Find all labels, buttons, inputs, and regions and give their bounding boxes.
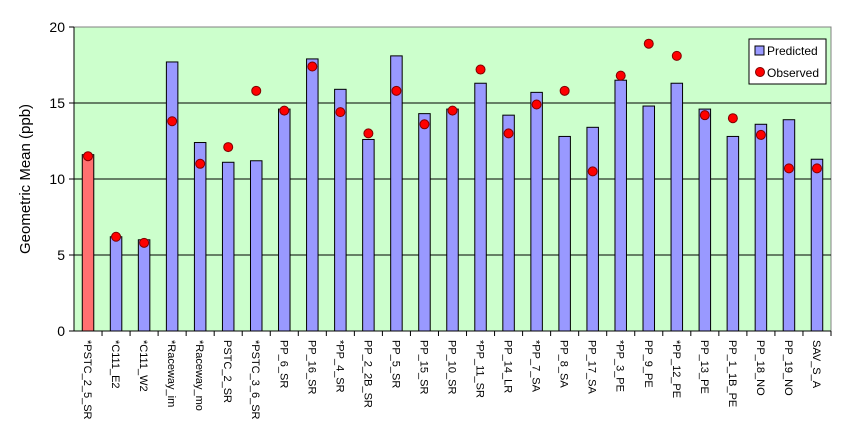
- y-tick-label: 5: [57, 247, 65, 263]
- bar-predicted-26: [810, 158, 824, 332]
- marker-layer: [83, 38, 822, 248]
- bar-predicted-4: [193, 142, 207, 332]
- bar-predicted-15: [502, 114, 515, 332]
- x-category-label: PP_5_SR: [389, 340, 401, 388]
- x-category-label: PP_10_SR: [446, 340, 458, 394]
- marker-observed-12: [419, 119, 430, 130]
- bar-predicted-23: [726, 135, 740, 332]
- x-category-label: PP_19_NO: [782, 340, 794, 396]
- legend: Predicted Observed: [748, 38, 827, 85]
- bar-predicted-5: [221, 161, 235, 332]
- x-category-label: PP_2_2B_SR: [361, 340, 373, 408]
- bar-predicted-14: [474, 82, 487, 332]
- y-tick-label: 15: [49, 95, 65, 111]
- x-category-label: PP_9_PE: [642, 340, 654, 388]
- marker-observed-19: [615, 70, 626, 81]
- x-category-label: *PP_4_SR: [333, 340, 345, 393]
- marker-observed-17: [559, 85, 570, 96]
- x-category-label: PP_13_PE: [698, 340, 710, 394]
- legend-label-observed: Observed: [767, 66, 819, 80]
- marker-observed-5: [223, 142, 234, 153]
- bar-predicted-13: [446, 108, 459, 332]
- x-category-label: PP_6_SR: [277, 340, 289, 388]
- marker-observed-13: [447, 105, 458, 116]
- legend-marker-observed: [755, 67, 765, 77]
- marker-observed-7: [279, 105, 290, 116]
- bar-predicted-8: [306, 58, 319, 332]
- x-category-label: *PP_12_PE: [670, 340, 682, 398]
- y-tick-label: 0: [57, 323, 65, 339]
- marker-observed-22: [699, 110, 710, 121]
- x-category-label: *Raceway_mo: [193, 340, 205, 411]
- y-axis-title: Geometric Mean (ppb): [17, 104, 34, 254]
- y-tick-label: 20: [49, 19, 65, 35]
- legend-swatch-predicted: [754, 45, 765, 56]
- bar-predicted-12: [418, 113, 431, 332]
- bar-predicted-1: [109, 236, 123, 332]
- bar-predicted-17: [558, 135, 571, 332]
- marker-observed-21: [671, 50, 682, 61]
- marker-observed-9: [335, 107, 346, 118]
- x-category-label: PP_14_LR: [502, 340, 514, 393]
- marker-observed-16: [531, 99, 542, 110]
- bar-predicted-3: [165, 61, 179, 332]
- x-category-label: PSTC_2_SR: [221, 340, 233, 403]
- x-category-label: *PSTC_3_6_SR: [249, 340, 261, 420]
- bar-predicted-7: [278, 108, 291, 332]
- marker-observed-6: [251, 85, 262, 96]
- marker-observed-8: [307, 61, 318, 72]
- bar-predicted-19: [614, 79, 627, 332]
- y-tick-label: 10: [49, 171, 65, 187]
- marker-observed-0: [83, 151, 94, 162]
- bar-predicted-25: [782, 119, 796, 332]
- x-category-label: PP_17_SA: [586, 340, 598, 394]
- marker-observed-2: [139, 237, 150, 248]
- bar-predicted-10: [362, 138, 375, 332]
- bar-predicted-20: [642, 105, 656, 332]
- marker-observed-25: [783, 163, 794, 174]
- axis-layer: 0 5 10 15 20 *PSTC_2_5_SR *C111_E2 *C111_W2 *Rac…: [49, 19, 832, 420]
- x-category-label: *PP_11_SR: [474, 340, 486, 398]
- marker-observed-10: [363, 128, 374, 139]
- marker-observed-4: [195, 158, 206, 169]
- marker-observed-23: [727, 113, 738, 124]
- bar-predicted-21: [670, 82, 684, 332]
- bar-predicted-16: [530, 91, 543, 332]
- x-category-label: SAV_S_A: [810, 340, 822, 389]
- bar-predicted-18: [586, 126, 599, 332]
- marker-observed-1: [111, 231, 122, 242]
- bar-predicted-2: [137, 239, 151, 332]
- bar-predicted-11: [390, 55, 403, 332]
- marker-observed-14: [475, 64, 486, 75]
- marker-observed-15: [503, 128, 514, 139]
- x-category-label: *C111_W2: [137, 340, 149, 392]
- bar-predicted-22: [698, 108, 712, 332]
- marker-observed-20: [643, 38, 654, 49]
- x-category-label: PP_18_NO: [754, 340, 766, 396]
- x-category-label: PP_8_SA: [558, 340, 570, 388]
- x-category-label: *PP_7_SA: [530, 340, 542, 393]
- x-category-label: PP_16_SR: [305, 340, 317, 394]
- bar-predicted-6: [249, 160, 263, 332]
- bar-layer: [81, 55, 824, 332]
- marker-observed-18: [587, 166, 598, 177]
- marker-observed-3: [167, 116, 178, 127]
- bar-predicted-24: [754, 123, 768, 332]
- x-category-label: *PP_3_PE: [614, 340, 626, 392]
- x-category-label: *C111_E2: [109, 340, 121, 389]
- marker-observed-24: [755, 129, 766, 140]
- bar-predicted-9: [334, 88, 347, 332]
- marker-observed-26: [811, 163, 822, 174]
- x-category-label: *PSTC_2_5_SR: [81, 340, 93, 420]
- marker-observed-11: [391, 85, 402, 96]
- x-category-label: PP_15_SR: [417, 340, 429, 394]
- bar-predicted-0: [81, 154, 95, 332]
- x-category-label: *Raceway_im: [165, 340, 177, 407]
- x-category-label: PP_1_1B_PE: [726, 340, 738, 407]
- legend-label-predicted: Predicted: [767, 44, 818, 58]
